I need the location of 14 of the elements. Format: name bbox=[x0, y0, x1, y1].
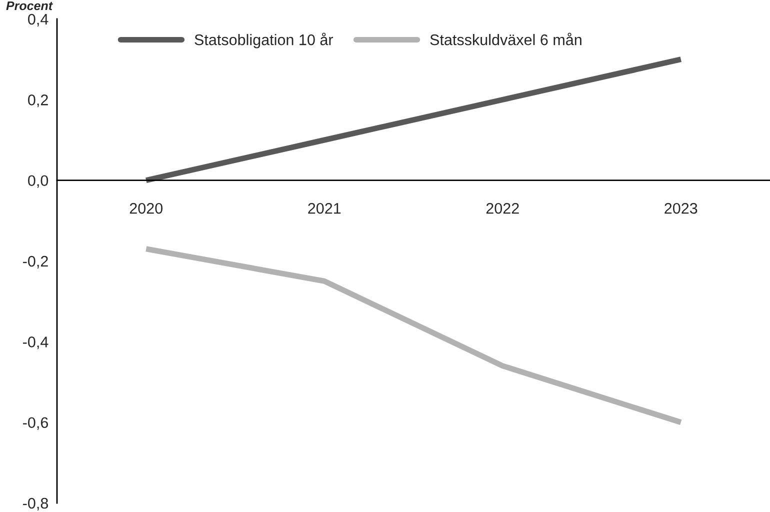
y-tick-label: -0,6 bbox=[23, 417, 48, 430]
y-tick-label: 0,2 bbox=[28, 94, 48, 108]
x-tick-label: 2022 bbox=[486, 202, 519, 214]
y-tick-label: 0,4 bbox=[28, 14, 48, 26]
y-tick-label: -0,8 bbox=[23, 498, 48, 510]
x-tick-label: 2021 bbox=[308, 202, 341, 214]
y-axis-title: Procent bbox=[6, 1, 53, 10]
x-tick-label: 2023 bbox=[664, 202, 698, 214]
legend-label: Statsobligation 10 år bbox=[194, 32, 334, 48]
legend-label: Statsskuldväxel 6 mån bbox=[430, 32, 582, 46]
y-tick-label: 0,0 bbox=[28, 175, 48, 188]
y-tick-label: -0,4 bbox=[23, 336, 48, 350]
x-tick-label: 2020 bbox=[130, 202, 163, 214]
y-tick-label: -0,2 bbox=[23, 256, 48, 268]
